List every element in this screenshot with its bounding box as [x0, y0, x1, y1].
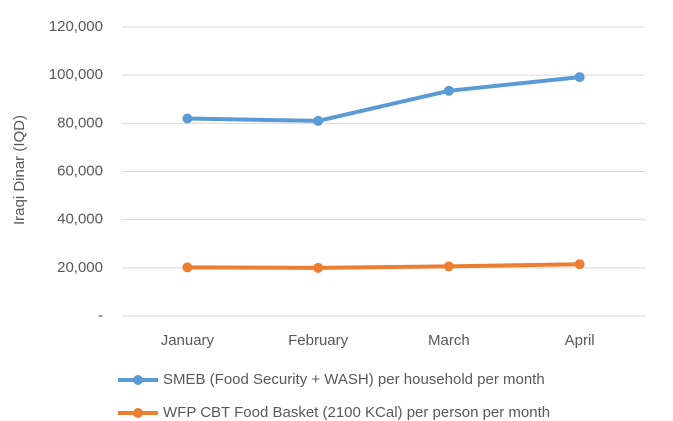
y-tick-label: -	[98, 307, 103, 324]
data-point	[574, 259, 585, 270]
legend-label: SMEB (Food Security + WASH) per househol…	[163, 371, 545, 388]
y-tick-label: 60,000	[57, 162, 103, 179]
series-line	[187, 262, 580, 270]
legend-label: WFP CBT Food Basket (2100 KCal) per pers…	[163, 404, 550, 421]
data-point	[182, 262, 193, 273]
legend-marker	[133, 375, 143, 385]
x-tick-label: February	[288, 332, 349, 349]
y-tick-label: 40,000	[57, 211, 103, 228]
x-tick-label: January	[161, 332, 215, 349]
data-point	[443, 85, 454, 96]
y-axis-label: Iraqi Dinar (IQD)	[11, 115, 28, 225]
legend-marker	[133, 408, 143, 418]
y-tick-label: 100,000	[49, 66, 103, 83]
data-point	[313, 262, 324, 273]
x-tick-label: April	[565, 332, 595, 349]
series-line	[187, 75, 580, 123]
data-point	[574, 72, 585, 83]
y-tick-label: 120,000	[49, 18, 103, 35]
y-tick-label: 20,000	[57, 259, 103, 276]
data-point	[182, 113, 193, 124]
y-tick-label: 80,000	[57, 114, 103, 131]
data-point	[313, 115, 324, 126]
data-point	[443, 261, 454, 272]
x-tick-label: March	[428, 332, 470, 349]
